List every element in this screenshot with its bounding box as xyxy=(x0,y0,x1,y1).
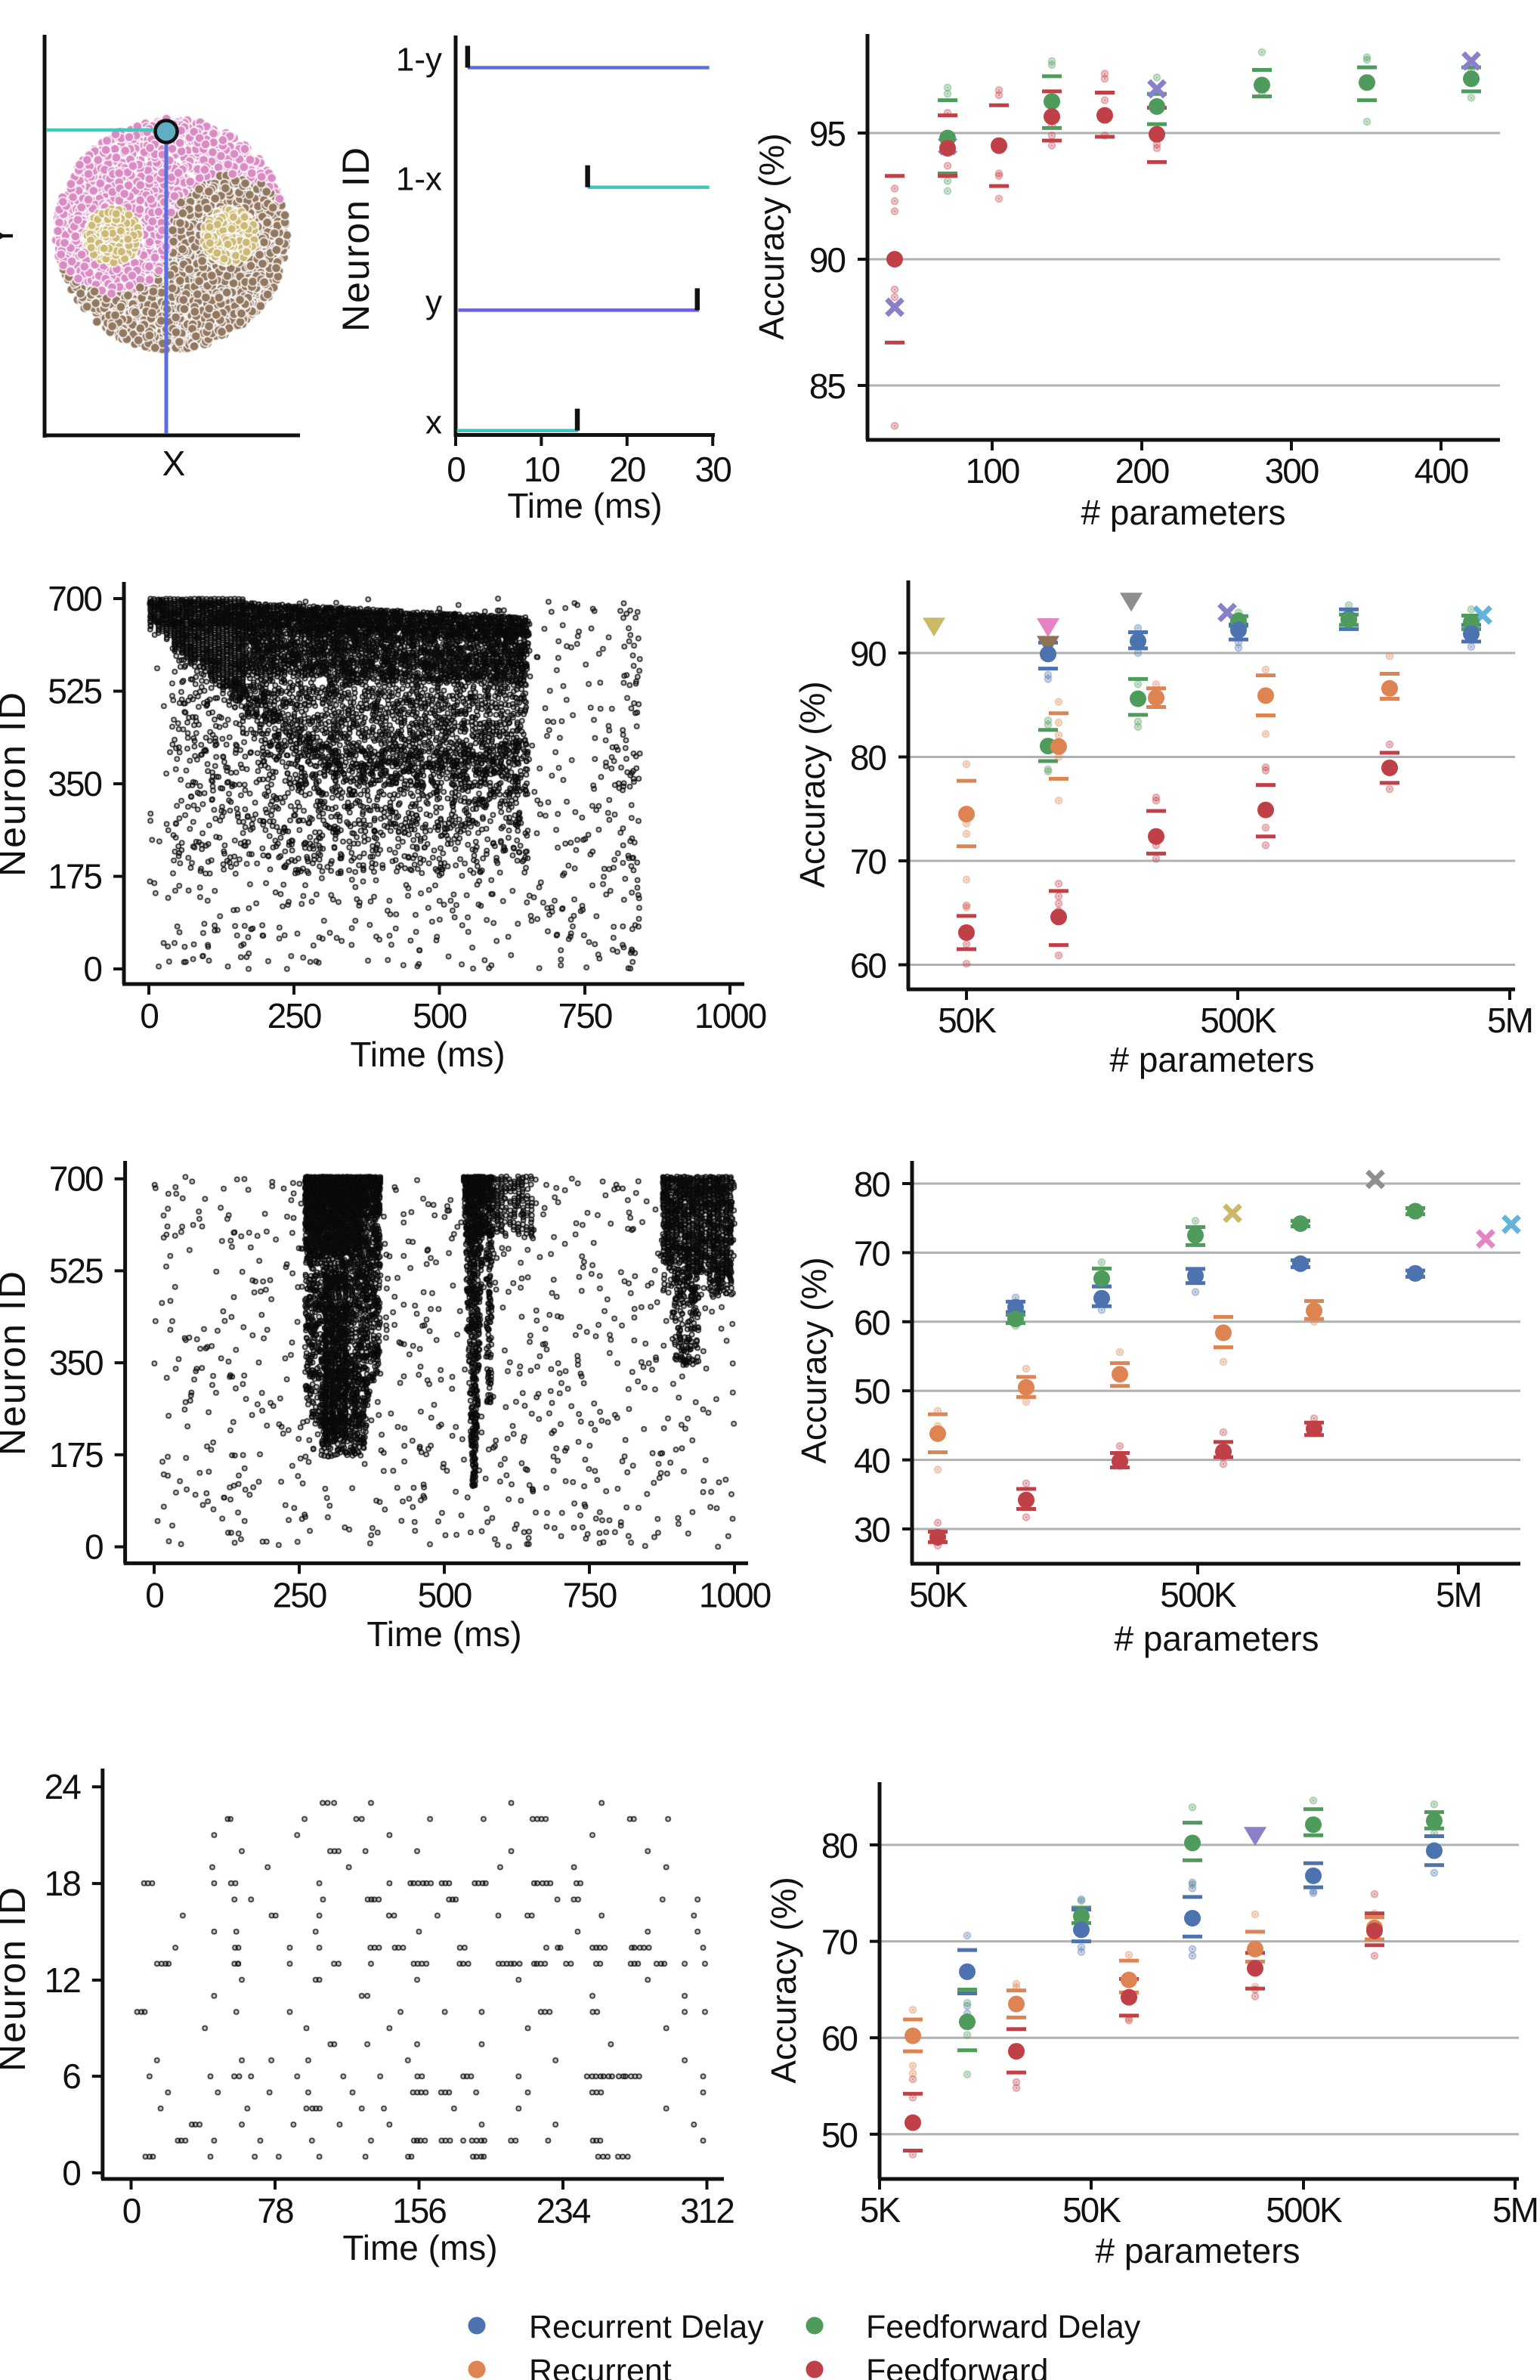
svg-text:5M: 5M xyxy=(1436,1575,1481,1614)
svg-text:50K: 50K xyxy=(938,1001,997,1040)
svg-text:0: 0 xyxy=(122,2191,141,2230)
svg-text:Recurrent Delay: Recurrent Delay xyxy=(529,2309,764,2345)
svg-text:50: 50 xyxy=(821,2115,858,2155)
svg-text:Neuron ID: Neuron ID xyxy=(0,1886,33,2072)
svg-text:20: 20 xyxy=(609,450,645,489)
svg-text:x: x xyxy=(425,404,442,441)
svg-text:24: 24 xyxy=(45,1767,82,1806)
svg-text:18: 18 xyxy=(45,1864,81,1903)
svg-text:0: 0 xyxy=(85,1527,103,1567)
svg-text:90: 90 xyxy=(850,634,886,673)
svg-text:0: 0 xyxy=(140,996,158,1035)
svg-text:# parameters: # parameters xyxy=(1081,493,1285,532)
svg-text:80: 80 xyxy=(821,1826,858,1865)
svg-text:234: 234 xyxy=(537,2191,591,2230)
svg-text:Accuracy (%): Accuracy (%) xyxy=(794,1257,833,1463)
svg-text:250: 250 xyxy=(273,1575,326,1614)
svg-text:90: 90 xyxy=(809,240,846,280)
svg-text:500K: 500K xyxy=(1200,1001,1277,1040)
svg-text:Neuron ID: Neuron ID xyxy=(0,1270,33,1456)
svg-text:Neuron ID: Neuron ID xyxy=(335,146,377,332)
svg-text:5K: 5K xyxy=(860,2190,901,2230)
svg-text:12: 12 xyxy=(45,1961,81,2000)
svg-text:5M: 5M xyxy=(1492,2190,1538,2230)
svg-text:300: 300 xyxy=(1265,451,1319,491)
svg-text:60: 60 xyxy=(854,1303,890,1342)
svg-text:6: 6 xyxy=(62,2057,80,2096)
svg-text:Neuron ID: Neuron ID xyxy=(0,691,33,877)
svg-text:Accuracy (%): Accuracy (%) xyxy=(752,133,791,339)
svg-text:Accuracy (%): Accuracy (%) xyxy=(764,1877,803,2083)
svg-text:0: 0 xyxy=(447,450,465,489)
svg-text:525: 525 xyxy=(48,672,101,711)
svg-text:5M: 5M xyxy=(1487,1001,1532,1040)
svg-text:X: X xyxy=(162,444,186,483)
svg-text:156: 156 xyxy=(392,2191,446,2230)
svg-text:350: 350 xyxy=(49,1343,103,1382)
svg-text:95: 95 xyxy=(809,114,846,153)
svg-text:50K: 50K xyxy=(909,1575,968,1614)
svg-text:70: 70 xyxy=(850,842,886,881)
svg-text:# parameters: # parameters xyxy=(1109,1040,1314,1079)
svg-text:0: 0 xyxy=(83,949,101,989)
svg-text:250: 250 xyxy=(267,996,321,1035)
svg-text:85: 85 xyxy=(809,367,846,406)
svg-text:50: 50 xyxy=(854,1372,890,1411)
svg-text:700: 700 xyxy=(48,579,101,618)
svg-text:175: 175 xyxy=(49,1435,103,1475)
svg-text:1-x: 1-x xyxy=(396,161,442,198)
svg-text:70: 70 xyxy=(821,1923,858,1962)
svg-text:0: 0 xyxy=(145,1575,163,1614)
svg-text:40: 40 xyxy=(854,1441,890,1481)
svg-text:700: 700 xyxy=(49,1159,103,1199)
svg-text:0: 0 xyxy=(62,2153,80,2193)
svg-text:750: 750 xyxy=(563,1575,617,1614)
svg-text:400: 400 xyxy=(1415,451,1468,491)
svg-text:50K: 50K xyxy=(1062,2190,1121,2230)
svg-text:Feedforward: Feedforward xyxy=(866,2353,1048,2380)
svg-text:80: 80 xyxy=(854,1165,890,1204)
svg-text:100: 100 xyxy=(966,451,1019,491)
svg-text:200: 200 xyxy=(1115,451,1169,491)
svg-text:750: 750 xyxy=(558,996,612,1035)
svg-text:312: 312 xyxy=(680,2191,734,2230)
svg-text:500: 500 xyxy=(418,1575,472,1614)
svg-text:1-y: 1-y xyxy=(396,42,442,79)
svg-text:Recurrent: Recurrent xyxy=(529,2353,672,2380)
svg-text:30: 30 xyxy=(854,1510,890,1549)
svg-text:# parameters: # parameters xyxy=(1114,1619,1319,1658)
svg-text:175: 175 xyxy=(48,857,101,896)
svg-text:60: 60 xyxy=(821,2019,858,2058)
svg-text:70: 70 xyxy=(854,1233,890,1273)
svg-text:525: 525 xyxy=(49,1251,103,1290)
svg-text:80: 80 xyxy=(850,738,886,778)
svg-text:1000: 1000 xyxy=(694,996,766,1035)
svg-text:350: 350 xyxy=(48,764,101,803)
svg-text:Time (ms): Time (ms) xyxy=(507,486,662,525)
svg-text:10: 10 xyxy=(524,450,560,489)
svg-text:y: y xyxy=(425,283,442,320)
svg-text:500: 500 xyxy=(413,996,466,1035)
svg-text:Accuracy (%): Accuracy (%) xyxy=(793,681,832,887)
svg-text:Time (ms): Time (ms) xyxy=(350,1035,505,1074)
svg-text:30: 30 xyxy=(695,450,731,489)
svg-text:# parameters: # parameters xyxy=(1095,2231,1300,2270)
svg-text:Time (ms): Time (ms) xyxy=(342,2228,497,2267)
svg-text:60: 60 xyxy=(850,946,886,986)
svg-text:500K: 500K xyxy=(1160,1575,1237,1614)
svg-text:1000: 1000 xyxy=(699,1575,771,1614)
svg-text:500K: 500K xyxy=(1266,2190,1343,2230)
svg-text:Feedforward Delay: Feedforward Delay xyxy=(866,2309,1141,2345)
svg-text:78: 78 xyxy=(257,2191,293,2230)
svg-text:Time (ms): Time (ms) xyxy=(366,1614,521,1654)
svg-text:Y: Y xyxy=(0,224,20,248)
